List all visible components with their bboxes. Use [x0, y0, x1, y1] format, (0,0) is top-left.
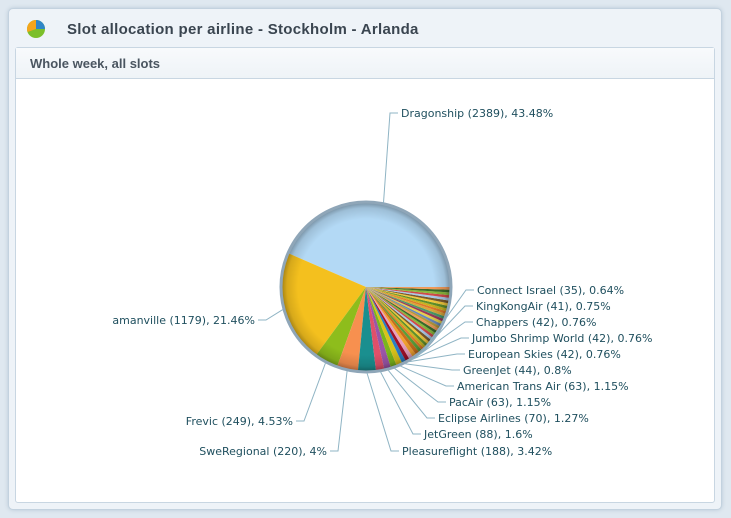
slice-label: Frevic (249), 4.53%	[186, 415, 293, 428]
slice-label: Eclipse Airlines (70), 1.27%	[438, 412, 589, 425]
leader-line	[411, 337, 469, 361]
slice-label: Pleasureflight (188), 3.42%	[402, 445, 552, 458]
slice-label: Connect Israel (35), 0.64%	[477, 284, 624, 297]
leader-line	[366, 372, 399, 452]
leader-line	[387, 369, 435, 419]
leader-line	[415, 321, 473, 358]
slice-label: Jumbo Shrimp World (42), 0.76%	[471, 332, 652, 345]
slice-label: PacAir (63), 1.15%	[449, 396, 551, 409]
leader-line	[404, 363, 460, 371]
leader-line	[330, 370, 348, 452]
leader-line	[394, 367, 446, 403]
leader-line	[421, 289, 474, 353]
slice-label: Chappers (42), 0.76%	[476, 316, 596, 329]
leader-line	[380, 371, 421, 435]
leader-line	[418, 305, 473, 356]
slice-label: American Trans Air (63), 1.15%	[457, 380, 629, 393]
leader-line	[408, 353, 465, 363]
leader-line	[258, 309, 284, 321]
panel-header: Whole week, all slots	[16, 48, 714, 79]
pie-edge-shading	[279, 200, 453, 374]
leader-line	[296, 362, 327, 422]
leader-line	[399, 365, 454, 387]
slice-label: European Skies (42), 0.76%	[468, 348, 621, 361]
slice-label: GreenJet (44), 0.8%	[463, 364, 572, 377]
slice-label: KingKongAir (41), 0.75%	[476, 300, 611, 313]
pie-chart-icon	[26, 19, 45, 38]
leader-line	[382, 112, 398, 203]
panel-subtitle: Whole week, all slots	[30, 56, 161, 71]
slice-label: Dragonship (2389), 43.48%	[401, 107, 553, 120]
slice-label: SweRegional (220), 4%	[199, 445, 327, 458]
window-header: Slot allocation per airline - Stockholm …	[9, 9, 721, 47]
slice-label: amanville (1179), 21.46%	[112, 314, 255, 327]
slice-label: JetGreen (88), 1.6%	[423, 428, 533, 441]
page-title: Slot allocation per airline - Stockholm …	[67, 21, 419, 38]
